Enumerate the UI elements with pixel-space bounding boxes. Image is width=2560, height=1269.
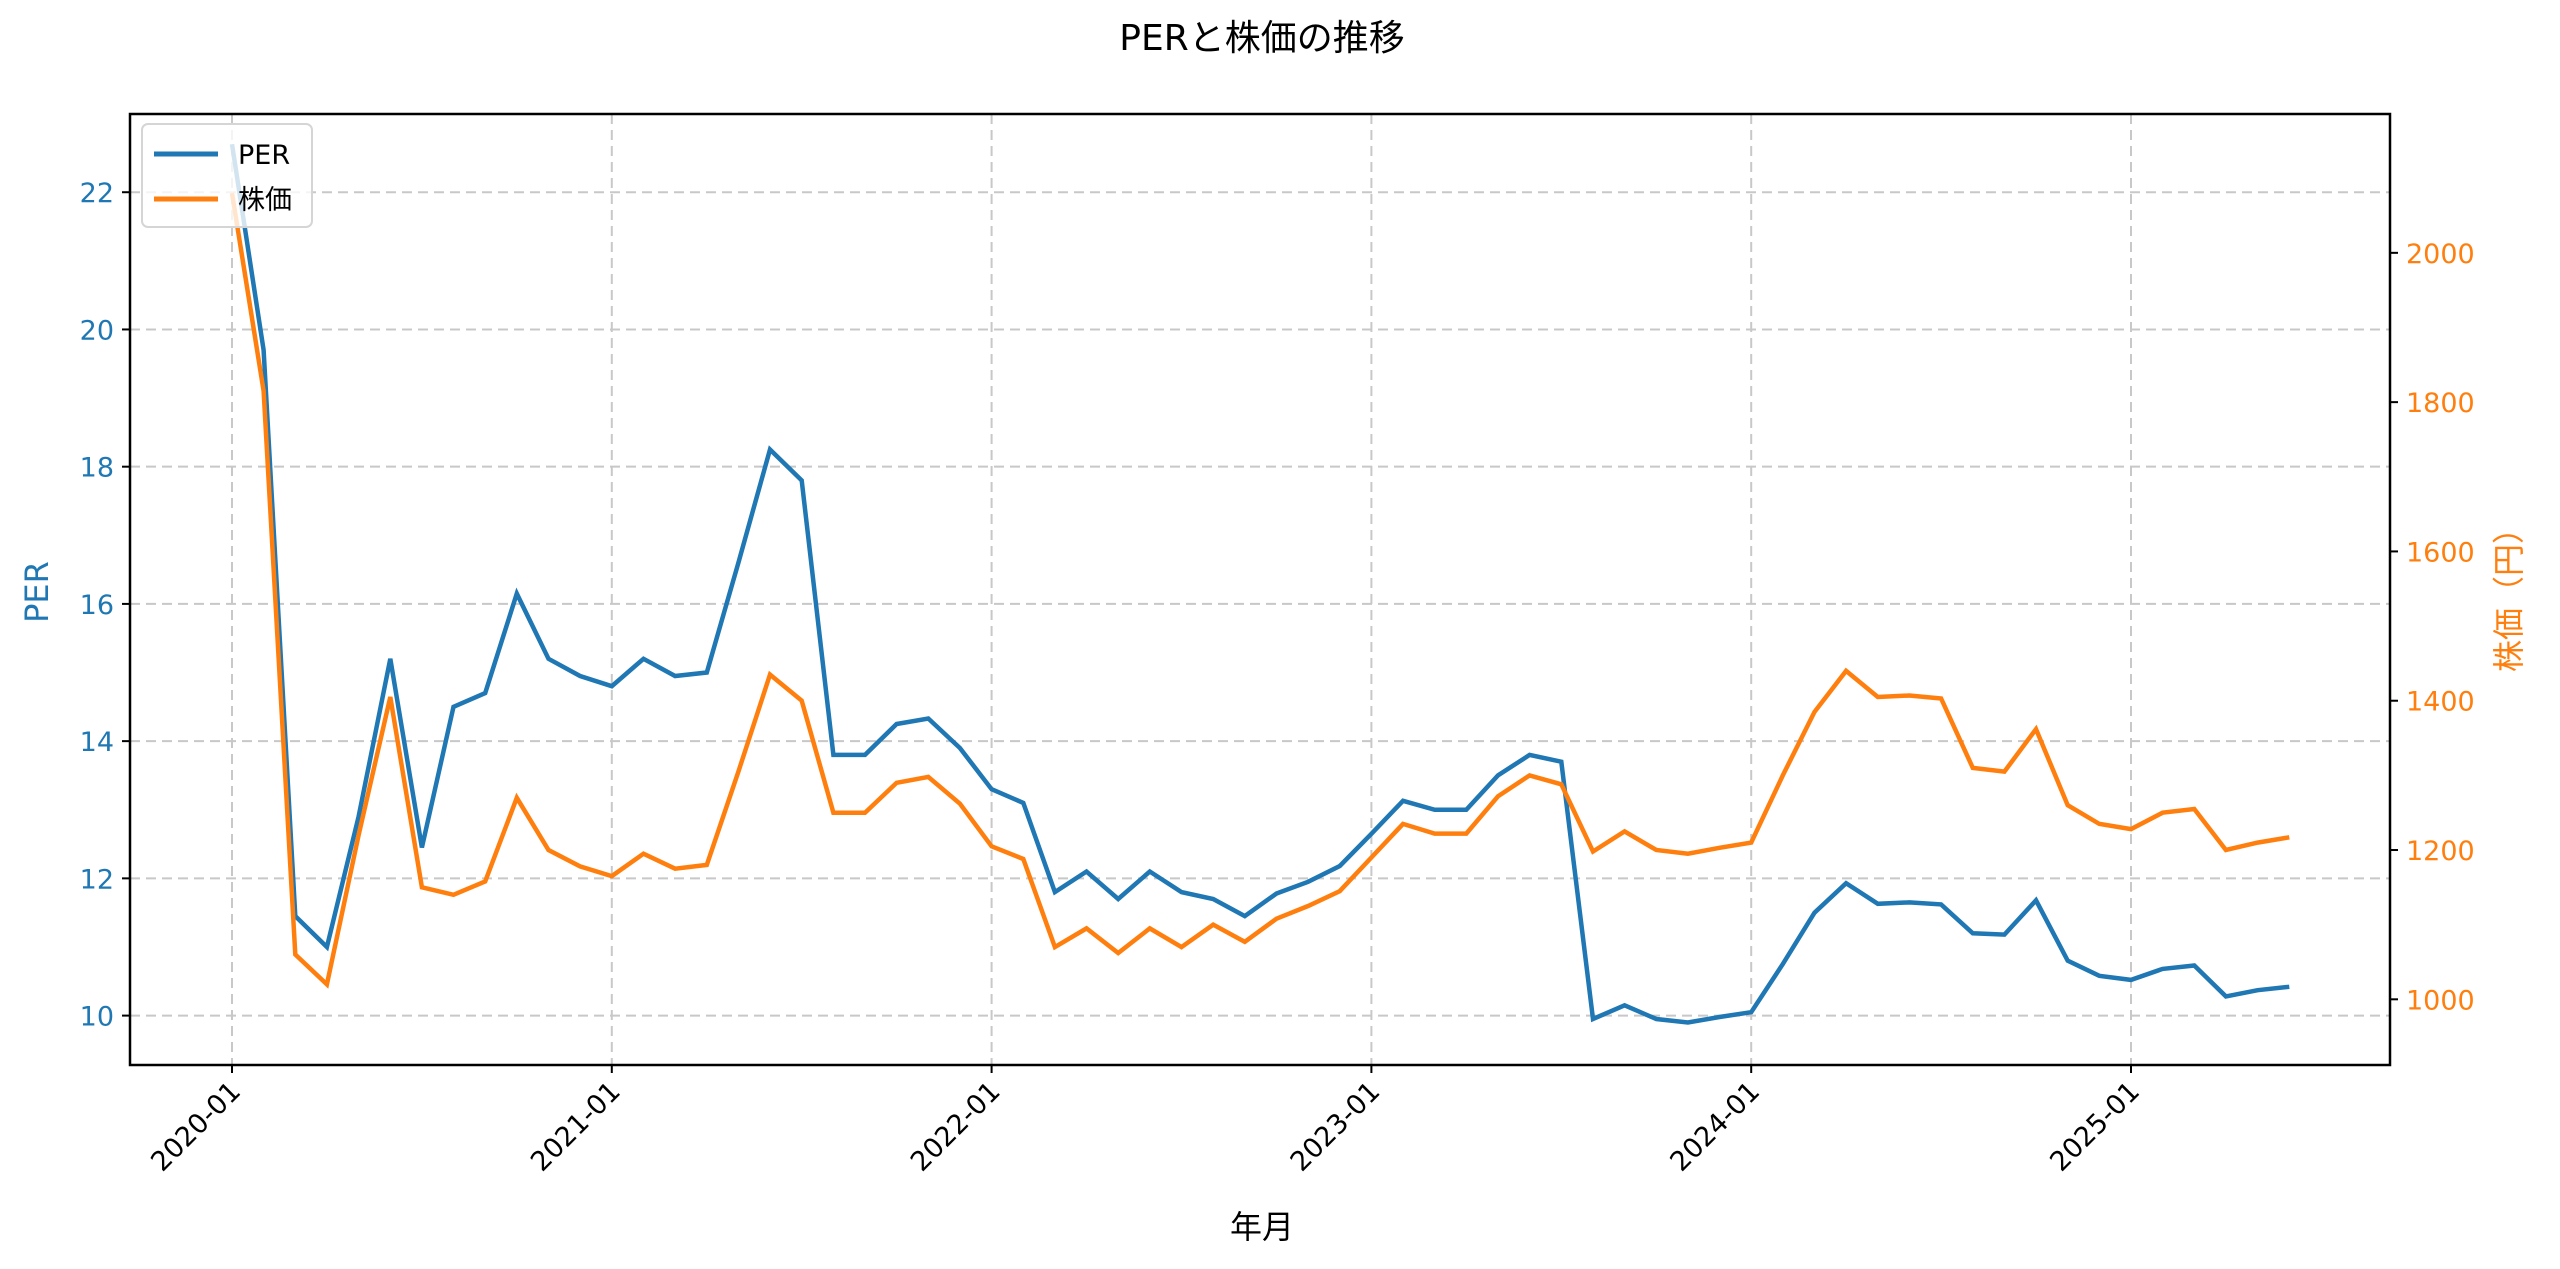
y-axis-right-label: 株価（円） <box>2490 512 2528 672</box>
plot-frame <box>128 112 2392 1067</box>
y-right-tick-label: 1800 <box>2406 388 2475 419</box>
legend-price-label: 株価 <box>238 185 292 216</box>
x-tick-label: 2025-01 <box>2044 1076 2146 1178</box>
y-right-tick-label: 1000 <box>2406 985 2475 1016</box>
y-axis-left: 10 12 14 16 18 20 22 <box>80 178 130 1033</box>
y-right-tick-label: 2000 <box>2406 239 2475 270</box>
per-line <box>229 143 2290 1025</box>
chart-title: PERと株価の推移 <box>1119 18 1404 59</box>
legend-per-label: PER <box>238 140 290 171</box>
y-left-tick-label: 12 <box>80 864 114 895</box>
x-tick-label: 2021-01 <box>525 1076 627 1178</box>
legend: PER 株価 <box>141 123 313 228</box>
x-axis: 2020-01 2021-01 2022-01 2023-01 2024-01 2025-… <box>145 1065 2146 1178</box>
x-tick-label: 2022-01 <box>905 1076 1007 1178</box>
y-left-tick-label: 22 <box>80 178 114 209</box>
y-left-tick-label: 16 <box>80 590 114 621</box>
y-left-tick-label: 20 <box>80 315 114 346</box>
y-left-tick-label: 18 <box>80 453 114 484</box>
x-axis-label: 年月 <box>1230 1208 1294 1246</box>
y-right-tick-label: 1400 <box>2406 687 2475 718</box>
y-axis-left-label: PER <box>18 561 56 623</box>
y-left-tick-label: 14 <box>80 727 114 758</box>
y-right-tick-label: 1600 <box>2406 537 2475 568</box>
y-axis-right: 1000 1200 1400 1600 1800 2000 <box>2390 239 2475 1016</box>
x-tick-label: 2024-01 <box>1664 1076 1766 1178</box>
price-line <box>229 192 2290 989</box>
series-layer <box>229 143 2290 1025</box>
grid <box>130 114 2390 1065</box>
x-tick-label: 2020-01 <box>145 1076 247 1178</box>
x-tick-label: 2023-01 <box>1285 1076 1387 1178</box>
y-left-tick-label: 10 <box>80 1002 114 1033</box>
y-right-tick-label: 1200 <box>2406 836 2475 867</box>
